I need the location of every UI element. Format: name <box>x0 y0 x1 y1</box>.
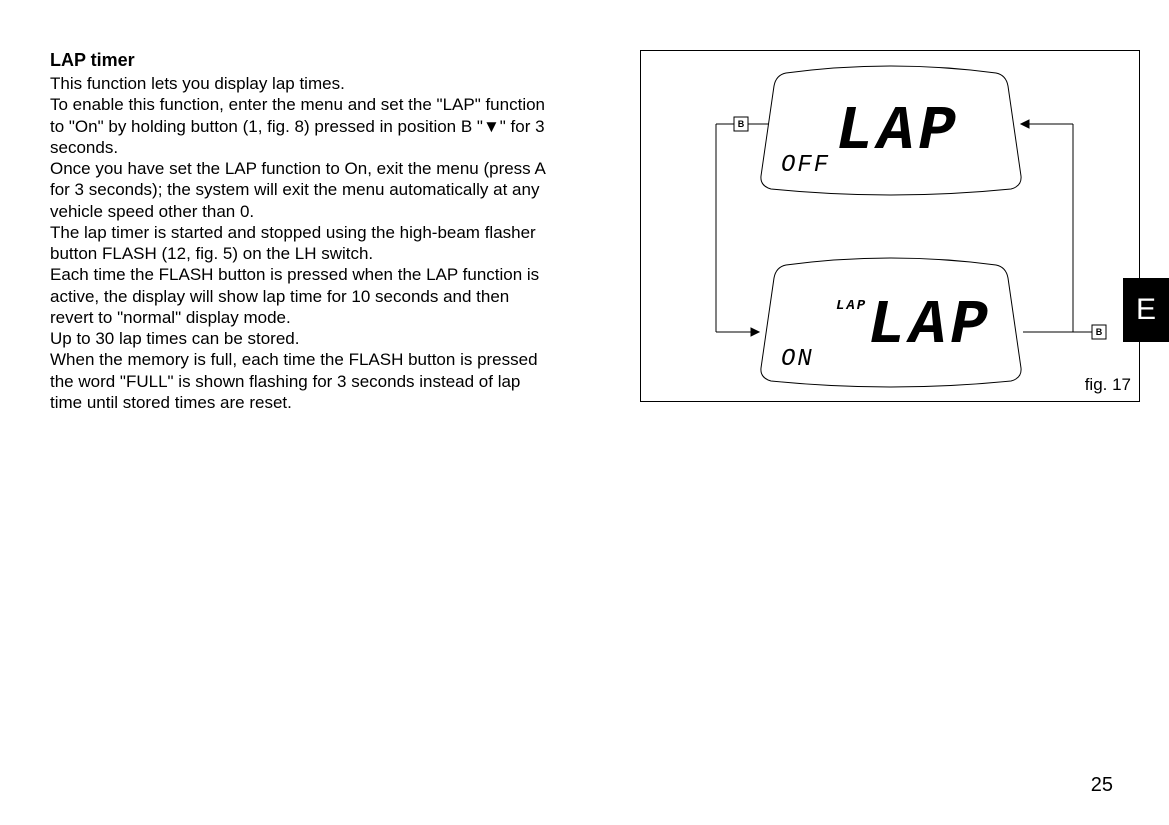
button-b-left: B <box>734 117 748 131</box>
lcd-top-small-text: OFF <box>781 152 830 179</box>
figure-label: fig. 17 <box>1085 375 1131 395</box>
lcd-top-big-text: LAP <box>836 96 960 167</box>
text-column: LAP timer This function lets you display… <box>50 50 570 795</box>
lcd-bottom-tiny-label: LAP <box>836 298 867 314</box>
button-b-right-label: B <box>1096 327 1103 337</box>
figure-column: B B <box>640 50 1140 402</box>
lcd-bottom-small-text: ON <box>781 346 814 373</box>
page: LAP timer This function lets you display… <box>50 50 1119 795</box>
button-b-right: B <box>1092 325 1106 339</box>
page-number: 25 <box>1091 774 1113 797</box>
lcd-bottom-big-text: LAP <box>868 290 992 361</box>
body-paragraph: This function lets you display lap times… <box>50 73 550 413</box>
side-tab-e: E <box>1123 278 1169 342</box>
lcd-display-top: LAP OFF <box>766 66 1006 206</box>
lcd-display-bottom: LAP LAP ON <box>766 258 1006 398</box>
section-heading: LAP timer <box>50 50 550 71</box>
button-b-left-label: B <box>738 119 745 129</box>
figure-17: B B <box>640 50 1140 402</box>
